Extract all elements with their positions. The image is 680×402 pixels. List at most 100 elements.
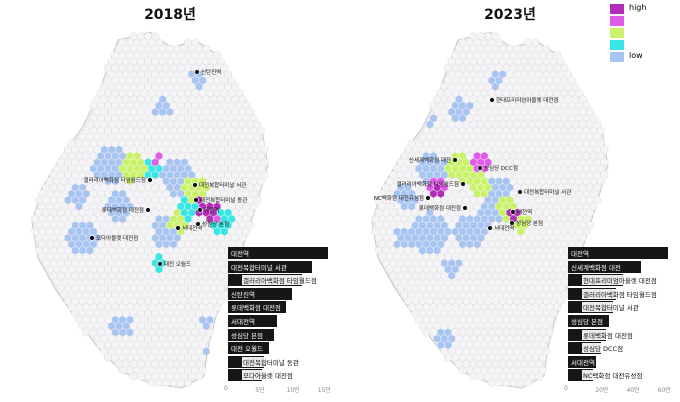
ranking-bar-label: 대전 오월드 — [231, 345, 263, 354]
ranking-row: 대전역 — [228, 247, 328, 259]
legend-item-midhigh — [610, 16, 674, 27]
hex-cell — [524, 378, 532, 388]
poi-marker — [197, 207, 203, 213]
hex-cell — [176, 378, 185, 388]
poi-marker — [145, 207, 151, 213]
ranking-row: 현대프리미엄아울렛 대전점 — [568, 274, 668, 287]
ranking-bar — [228, 342, 270, 355]
ranking-bar-label: 대전역 — [231, 250, 249, 258]
ranking-bar — [228, 260, 313, 273]
panel-title-2023: 2023년 — [484, 7, 536, 23]
ranking-bar-label: 갤러리아백화점 타임월드점 — [242, 275, 318, 286]
ranking-bar-label: 대전복합터미널 서관 — [231, 263, 287, 272]
poi-marker — [477, 165, 483, 171]
ranking-bar — [568, 247, 668, 259]
hex-cell — [136, 372, 145, 381]
ranking-row: 갤러리아백화점 타임월드점 — [228, 274, 328, 287]
hex-cell — [169, 378, 178, 388]
ranking-bar-label: NC백화점 대전유성점 — [582, 370, 644, 381]
ranking-row: 성심당 본점 — [228, 328, 328, 341]
legend-swatch — [610, 4, 624, 14]
poi-label: 대전복합터미널 서관 — [199, 181, 246, 189]
hex-cell — [495, 378, 503, 388]
legend-item-mid — [610, 28, 674, 39]
poi-marker — [452, 157, 458, 163]
ranking-bar — [568, 315, 609, 327]
hex-cell — [184, 378, 192, 388]
hex-cell — [516, 378, 525, 388]
ranking-bar-label: 현대프리미엄아울렛 대전점 — [582, 275, 658, 286]
poi-label: 대전 오월드 — [164, 260, 191, 268]
ranking-bar-label: 롯데백화점 대전점 — [231, 304, 281, 313]
poi-label: 성심당 본점 — [516, 219, 543, 227]
panel-title-2018: 2018년 — [144, 7, 196, 23]
ranking-bar-label: 신탄진역 — [231, 290, 255, 299]
ranking-bar — [228, 301, 287, 314]
legend-label: low — [629, 51, 643, 60]
poi-marker — [487, 225, 493, 231]
legend-item-midlow — [610, 40, 674, 51]
axis-tick-label: 5만 — [255, 387, 265, 394]
ranking-bar — [568, 260, 642, 273]
poi-marker — [193, 197, 199, 203]
axis-tick-label: 10만 — [286, 387, 300, 394]
hex-cell — [147, 378, 156, 388]
ranking-bar-label: 롯데백화점 대전점 — [582, 329, 634, 340]
hex-cell — [162, 378, 171, 388]
ranking-row: 롯데백화점 대전점 — [228, 301, 328, 314]
poi-label: 신세계백화점 대전 — [409, 156, 451, 164]
panel-2018: 2018년 신탄진역 갤러리아백화점 타임월드점 대전복합터미널 서관 대전복합터미널… — [31, 7, 331, 394]
legend-label: high — [629, 3, 647, 12]
poi-label: 대전복합터미널 서관 — [524, 188, 571, 196]
ranking-row: 갤러리아백화점 타임월드점 — [568, 287, 668, 300]
poi-marker — [89, 235, 95, 241]
ranking-bar-label: 모다아울렛 대전점 — [242, 370, 294, 381]
ranking-bar-label: 대전역 — [571, 250, 589, 258]
axis-tick-label: 15만 — [317, 387, 331, 394]
poi-marker — [462, 205, 468, 211]
poi-label: 성심당 DCC점 — [484, 164, 518, 172]
poi-marker — [175, 225, 181, 231]
legend-item-high: high — [610, 3, 674, 15]
hex-cell — [535, 372, 543, 381]
hex-cell — [458, 365, 467, 375]
axis-tick-label: 40만 — [626, 387, 640, 394]
ranking-row: 대전복합터미널 서관 — [228, 260, 328, 273]
poi-label: 성심당 본점 — [202, 220, 229, 228]
poi-label: 갤러리아백화점 타임월드점 — [397, 180, 459, 188]
ranking-row: 대전 오월드 — [228, 342, 328, 355]
axis-tick-label: 60만 — [657, 387, 671, 394]
ranking-bar — [228, 328, 274, 341]
axis-tick-label: 0 — [564, 385, 568, 392]
poi-label: 롯데백화점 대전점 — [419, 204, 461, 212]
ranking-bar — [228, 247, 328, 259]
hex-cell — [104, 353, 112, 363]
poi-marker — [510, 209, 516, 215]
hex-cell — [509, 378, 518, 388]
poi-marker — [517, 189, 523, 195]
poi-label: 서대전역 — [494, 224, 514, 232]
ranking-row: 성심당 DCC점 — [568, 342, 668, 355]
poi-label: 갤러리아백화점 타임월드점 — [84, 176, 146, 184]
poi-label: NC백화점 대전유성점 — [374, 194, 424, 202]
hex-cell — [155, 378, 163, 388]
poi-marker — [489, 97, 495, 103]
ranking-row: 대전복합터미널 서관 — [568, 301, 668, 314]
legend-swatch — [610, 52, 624, 62]
poi-label: 현대프리미엄아울렛 대전점 — [496, 96, 558, 104]
poi-label: 대전복합터미널 동관 — [200, 196, 247, 204]
panel-2023: 2023년 현대프리미엄아울렛 대전점 성심당 DCC점 신세계백화점 대전 갤러리아… — [340, 0, 680, 402]
poi-marker — [425, 195, 431, 201]
hex-cell — [476, 372, 485, 381]
poi-marker — [147, 177, 153, 183]
poi-marker — [509, 220, 515, 226]
ranking-row: NC백화점 대전유성점 — [568, 369, 668, 382]
poi-label: 대전역 — [204, 206, 219, 214]
ranking-row: 성심당 본점 — [568, 315, 668, 327]
poi-marker — [460, 181, 466, 187]
hex-cell — [129, 372, 138, 381]
hex-cell — [502, 378, 511, 388]
axis-tick-label: 20만 — [595, 387, 609, 394]
poi-marker — [194, 69, 200, 75]
